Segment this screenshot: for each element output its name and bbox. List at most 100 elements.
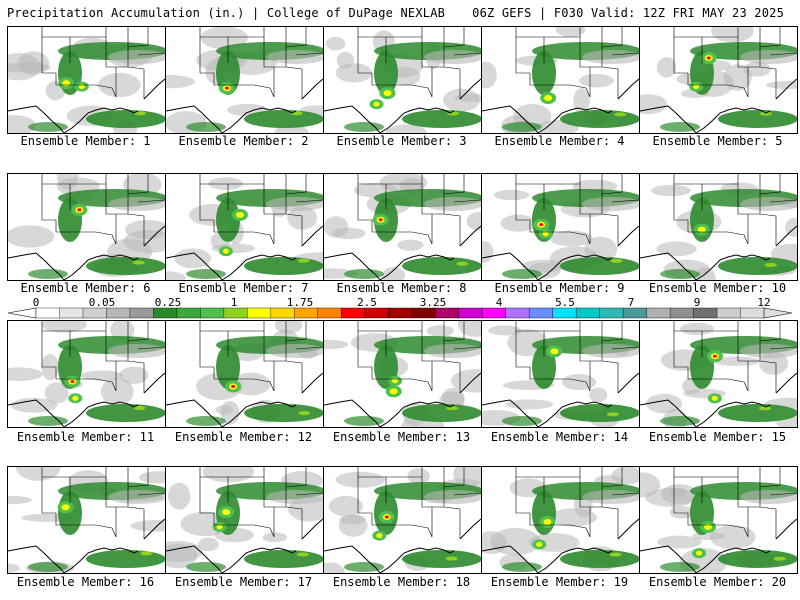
precip-contour xyxy=(740,197,797,211)
coastline xyxy=(482,78,639,133)
precip-contour xyxy=(402,550,481,568)
colorbar-swatch xyxy=(528,307,554,319)
precip-contour xyxy=(296,552,309,557)
ensemble-member-map xyxy=(7,26,166,134)
precip-contour xyxy=(550,348,559,355)
precip-contour xyxy=(384,515,389,519)
precip-contour xyxy=(8,62,52,73)
colorbar-swatch xyxy=(599,307,624,319)
precip-contour xyxy=(266,50,323,64)
precip-contour xyxy=(561,374,597,391)
precip-contour xyxy=(482,241,494,263)
precip-contour xyxy=(640,94,668,115)
ensemble-member-map xyxy=(481,26,640,134)
precip-contour xyxy=(8,115,36,133)
ensemble-member-map xyxy=(323,320,482,428)
state-borders xyxy=(357,27,481,99)
precip-contour xyxy=(610,258,623,263)
precip-colorbar xyxy=(7,307,793,319)
precip-contour xyxy=(450,369,481,393)
colorbar-min-arrow xyxy=(7,307,37,319)
precip-contour xyxy=(208,177,244,190)
precip-contour xyxy=(502,269,542,279)
colorbar-swatch xyxy=(200,307,225,319)
colorbar-swatch xyxy=(552,307,577,319)
precip-contour xyxy=(108,490,165,504)
precip-contour xyxy=(407,468,430,485)
ensemble-member-label: Ensemble Member: 4 xyxy=(494,134,625,148)
ensemble-member-label: Ensemble Member: 16 xyxy=(16,575,155,589)
precip-contour xyxy=(166,540,203,563)
ensemble-member-map xyxy=(639,466,798,574)
state-borders xyxy=(41,321,165,393)
precip-contour xyxy=(344,122,384,132)
precip-contour xyxy=(262,532,288,543)
ensemble-member-label: Ensemble Member: 19 xyxy=(490,575,629,589)
state-borders xyxy=(673,321,797,393)
ensemble-member-label: Ensemble Member: 1 xyxy=(20,134,151,148)
precip-contour xyxy=(646,393,683,414)
colorbar-swatch xyxy=(435,307,460,319)
colorbar-swatch xyxy=(481,307,507,319)
ensemble-member-label: Ensemble Member: 10 xyxy=(648,281,787,295)
precip-contour xyxy=(445,556,458,561)
precip-contour xyxy=(454,93,481,103)
ensemble-member-label: Ensemble Member: 6 xyxy=(20,281,151,295)
precip-contour xyxy=(244,110,323,128)
precip-contour xyxy=(166,271,186,280)
precip-contour xyxy=(606,412,619,417)
coastline xyxy=(8,78,165,133)
precip-contour xyxy=(651,184,691,197)
precip-contour xyxy=(711,395,718,401)
precip-contour xyxy=(660,562,700,572)
precip-contour xyxy=(297,258,310,263)
precip-contour xyxy=(500,214,537,232)
colorbar-tick-label: 1 xyxy=(230,296,238,309)
precip-contour xyxy=(41,321,87,333)
precip-contour xyxy=(216,345,240,389)
state-borders xyxy=(41,467,165,539)
precip-contour xyxy=(582,344,639,358)
ensemble-member-label: Ensemble Member: 9 xyxy=(494,281,625,295)
state-borders xyxy=(357,174,481,246)
precip-contour xyxy=(8,225,55,248)
colorbar-tick-label: 12 xyxy=(757,296,771,309)
ensemble-member-label: Ensemble Member: 17 xyxy=(174,575,313,589)
precip-contour xyxy=(718,550,797,568)
state-borders xyxy=(41,27,165,99)
precip-contour xyxy=(324,339,349,350)
ensemble-member-map xyxy=(7,173,166,281)
precip-contour xyxy=(383,90,392,97)
coastline xyxy=(324,78,481,133)
precip-contour xyxy=(28,122,68,132)
precip-contour xyxy=(344,562,384,572)
precip-contour xyxy=(543,518,552,525)
precip-contour xyxy=(424,50,481,64)
precip-contour xyxy=(488,325,522,336)
ensemble-member-map xyxy=(165,26,324,134)
precip-contour xyxy=(374,51,398,95)
precip-contour xyxy=(397,239,424,251)
colorbar-swatch xyxy=(270,307,295,319)
colorbar-max-arrow xyxy=(763,307,793,319)
ensemble-member-label: Ensemble Member: 11 xyxy=(16,430,155,444)
colorbar-swatch xyxy=(411,307,436,319)
precip-contour xyxy=(385,124,428,133)
precip-contour xyxy=(338,514,368,537)
coastline xyxy=(166,225,323,280)
precip-contour xyxy=(402,404,481,422)
coastline xyxy=(324,372,481,427)
precip-contour xyxy=(718,110,797,128)
precip-contour xyxy=(693,84,700,90)
precip-contour xyxy=(78,84,85,90)
colorbar-swatch xyxy=(317,307,342,319)
precip-contour xyxy=(298,411,311,416)
colorbar-tick-label: 0 xyxy=(32,296,40,309)
ensemble-member-map xyxy=(323,173,482,281)
precip-contour xyxy=(108,50,165,64)
precip-contour xyxy=(697,226,706,233)
state-borders xyxy=(515,27,639,99)
precip-contour xyxy=(392,378,399,384)
precip-contour xyxy=(456,261,469,266)
precip-contour xyxy=(446,406,459,411)
